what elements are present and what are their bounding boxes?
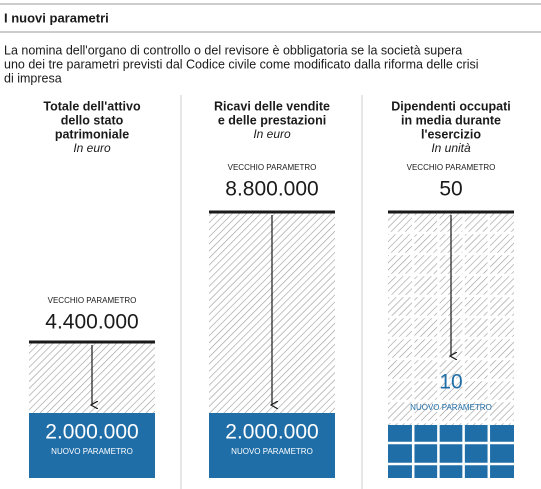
column-title: Ricavi delle vendite — [214, 99, 330, 113]
old-bar — [29, 340, 155, 344]
intro-line: uno dei tre parametri previsti dal Codic… — [4, 57, 479, 71]
intro-line: La nomina dell'organo di controllo o del… — [4, 43, 462, 57]
old-value: 4.400.000 — [45, 311, 138, 334]
new-label: NUOVO PARAMETRO — [410, 403, 492, 412]
unit: In euro — [253, 127, 291, 141]
column-title: Totale dell'attivo — [43, 99, 141, 113]
old-value: 8.800.000 — [225, 178, 318, 201]
title: I nuovi parametri — [4, 10, 109, 25]
column-title: patrimoniale — [55, 127, 129, 141]
column-title: l'esercizio — [421, 127, 481, 141]
old-label: VECCHIO PARAMETRO — [228, 163, 317, 172]
old-bar — [209, 210, 335, 214]
new-label: NUOVO PARAMETRO — [51, 447, 133, 456]
old-bar — [388, 210, 514, 214]
new-area — [29, 413, 155, 478]
column-title: Dipendenti occupati — [391, 99, 510, 113]
new-value: 10 — [439, 371, 462, 394]
new-area — [388, 425, 514, 478]
column-title: in media durante — [401, 113, 501, 127]
old-label: VECCHIO PARAMETRO — [48, 296, 137, 305]
column-title: dello stato — [61, 113, 124, 127]
unit: In unità — [431, 141, 471, 155]
old-label: VECCHIO PARAMETRO — [407, 163, 496, 172]
new-area — [209, 413, 335, 478]
new-value: 2.000.000 — [45, 421, 138, 444]
column-title: e delle prestazioni — [218, 113, 326, 127]
unit: In euro — [73, 141, 111, 155]
new-value: 2.000.000 — [225, 421, 318, 444]
new-label: NUOVO PARAMETRO — [231, 447, 313, 456]
old-value: 50 — [439, 178, 462, 201]
intro-line: di impresa — [4, 71, 62, 85]
